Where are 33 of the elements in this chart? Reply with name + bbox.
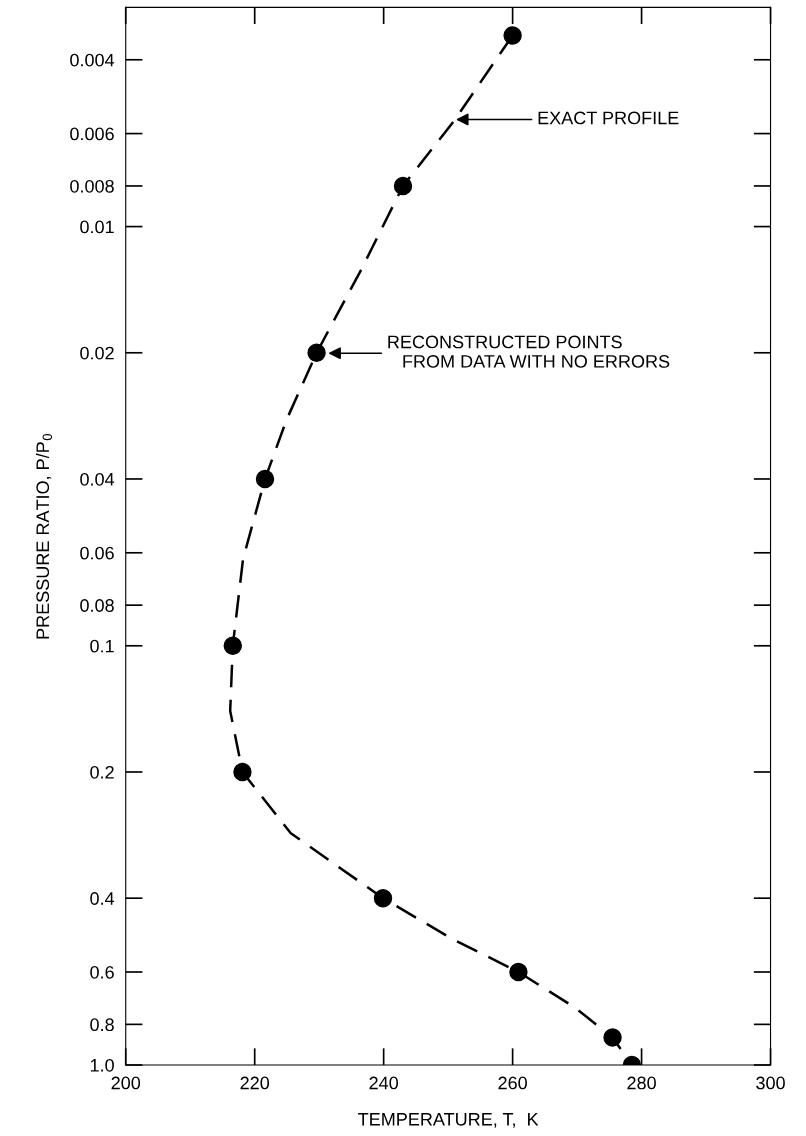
y-tick-label: 0.06 (80, 546, 114, 560)
y-tick-label: 0.008 (70, 179, 114, 193)
x-tick-label: 260 (498, 1076, 527, 1090)
y-tick-label: 0.006 (70, 127, 114, 141)
y-tick-label: 0.6 (90, 965, 114, 979)
point (255, 469, 275, 489)
x-tick-label: 200 (111, 1076, 141, 1090)
point (223, 636, 242, 655)
y-tick-label: 0.02 (80, 346, 114, 360)
annotation: EXACT PROFILE (538, 111, 679, 125)
y-tick-label: 0.01 (80, 220, 114, 234)
y-tick-label: 0.1 (90, 639, 114, 653)
x-tick-label: 300 (756, 1076, 785, 1090)
point (509, 962, 528, 982)
x-tick-label: 240 (369, 1076, 399, 1090)
x-tick-label: 220 (240, 1076, 270, 1090)
y-tick-label: 0.08 (80, 599, 114, 612)
point (307, 343, 326, 362)
y-tick-label: 1.0 (90, 1058, 114, 1072)
point (503, 26, 522, 45)
annotation: RECONSTRUCTED POINTS FROM DATA WITH NO ERRORS (388, 335, 670, 368)
y-tick-label: 0.04 (80, 472, 115, 486)
y-tick-label: 0.2 (90, 765, 114, 779)
y-tick-label: 0.8 (90, 1018, 114, 1032)
point (373, 888, 393, 908)
point (233, 762, 252, 782)
y-tick-label: 0.004 (70, 53, 115, 67)
point (393, 176, 413, 196)
point (603, 1028, 622, 1047)
x-axis-title: TEMPERATURE, T, K (358, 1113, 539, 1128)
y-tick-label: 0.4 (90, 892, 115, 905)
y-axis-title: PRESSURE RATIO, P/P$_{0}$ (35, 433, 53, 639)
x-tick-label: 280 (627, 1076, 656, 1090)
